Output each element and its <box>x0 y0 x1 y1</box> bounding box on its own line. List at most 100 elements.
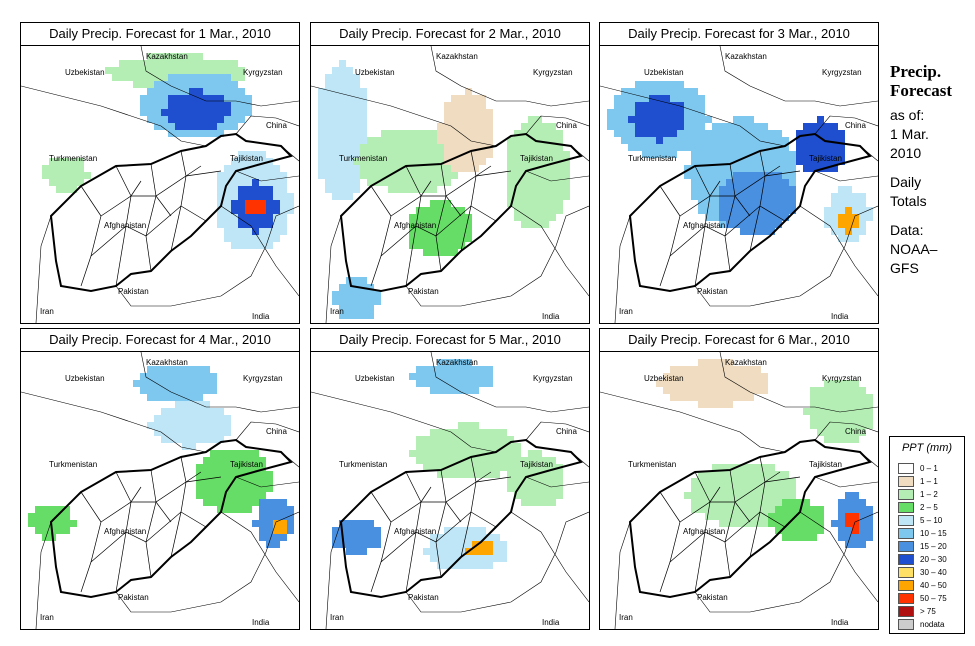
precip-cell <box>416 137 423 144</box>
precip-cell <box>203 366 210 373</box>
precip-cell <box>852 520 859 527</box>
precip-cell <box>775 221 782 228</box>
precip-cell <box>859 200 866 207</box>
precip-cell <box>677 394 684 401</box>
precip-cell <box>486 130 493 137</box>
precip-cell <box>698 102 705 109</box>
precip-cell <box>437 457 444 464</box>
precip-cell <box>217 81 224 88</box>
precip-cell <box>318 130 325 137</box>
precip-cell <box>726 478 733 485</box>
precip-cell <box>486 562 493 569</box>
precip-cell <box>360 291 367 298</box>
precip-cell <box>649 109 656 116</box>
precip-cell <box>231 158 238 165</box>
precip-cell <box>70 172 77 179</box>
precip-cell <box>514 130 521 137</box>
precip-cell <box>719 137 726 144</box>
precip-cell <box>642 109 649 116</box>
precip-cell <box>768 513 775 520</box>
precip-cell <box>768 478 775 485</box>
precip-cell <box>663 102 670 109</box>
precip-cell <box>161 53 168 60</box>
country-border <box>115 205 299 307</box>
precip-cell <box>189 422 196 429</box>
precip-cell <box>175 116 182 123</box>
precip-cell <box>663 116 670 123</box>
precip-cell <box>747 520 754 527</box>
precip-cell <box>252 450 259 457</box>
precip-cell <box>733 499 740 506</box>
precip-cell <box>465 165 472 172</box>
precip-cell <box>677 137 684 144</box>
precip-cell <box>217 207 224 214</box>
precip-cell <box>374 158 381 165</box>
precip-cell <box>761 478 768 485</box>
precip-cell <box>196 109 203 116</box>
precip-cell <box>231 165 238 172</box>
precip-cell <box>542 464 549 471</box>
precip-cell <box>691 137 698 144</box>
legend-item: 2 – 5 <box>898 502 962 514</box>
precip-cell <box>325 158 332 165</box>
precip-cell <box>423 221 430 228</box>
precip-cell <box>845 200 852 207</box>
precip-cell <box>845 422 852 429</box>
country-border <box>325 521 342 629</box>
precip-cell <box>238 235 245 242</box>
precip-cell <box>733 116 740 123</box>
precip-cell <box>740 520 747 527</box>
precip-cell <box>691 102 698 109</box>
precip-cell <box>175 373 182 380</box>
precip-cell <box>514 492 521 499</box>
precip-cell <box>859 534 866 541</box>
precip-cell <box>210 492 217 499</box>
precip-cell <box>761 144 768 151</box>
country-label-afghanistan: Afghanistan <box>394 527 437 536</box>
precip-cell <box>775 158 782 165</box>
precip-cell <box>266 471 273 478</box>
precip-cell <box>472 464 479 471</box>
precip-cell <box>535 207 542 214</box>
precip-cell <box>367 165 374 172</box>
precip-cell <box>628 116 635 123</box>
precip-cell <box>77 179 84 186</box>
precip-cell <box>852 193 859 200</box>
precip-cell <box>238 485 245 492</box>
precip-cell <box>726 221 733 228</box>
precip-cell <box>677 366 684 373</box>
precip-cell <box>635 144 642 151</box>
precip-cell <box>740 123 747 130</box>
precip-cell <box>423 249 430 256</box>
country-label-kyrgyzstan: Kyrgyzstan <box>243 68 283 77</box>
precip-cell <box>458 95 465 102</box>
precip-cell <box>224 95 231 102</box>
precip-cell <box>367 312 374 319</box>
precip-cell <box>196 415 203 422</box>
precip-cell <box>549 485 556 492</box>
precip-cell <box>796 130 803 137</box>
precip-cell <box>437 123 444 130</box>
precip-cell <box>465 235 472 242</box>
precip-cell <box>458 144 465 151</box>
precip-cell <box>332 291 339 298</box>
precip-cell <box>416 214 423 221</box>
precip-cell <box>451 102 458 109</box>
precip-cell <box>465 102 472 109</box>
precip-cell <box>866 207 873 214</box>
precip-cell <box>175 429 182 436</box>
precip-cell <box>210 387 217 394</box>
precip-cell <box>845 387 852 394</box>
precip-cell <box>444 228 451 235</box>
precip-cell <box>465 562 472 569</box>
precip-cell <box>521 485 528 492</box>
precip-cell <box>175 394 182 401</box>
precip-cell <box>339 520 346 527</box>
precip-cell <box>360 88 367 95</box>
precip-cell <box>119 74 126 81</box>
precip-cell <box>747 116 754 123</box>
precip-cell <box>479 548 486 555</box>
precip-cell <box>196 60 203 67</box>
precip-cell <box>182 74 189 81</box>
precip-cell <box>535 144 542 151</box>
